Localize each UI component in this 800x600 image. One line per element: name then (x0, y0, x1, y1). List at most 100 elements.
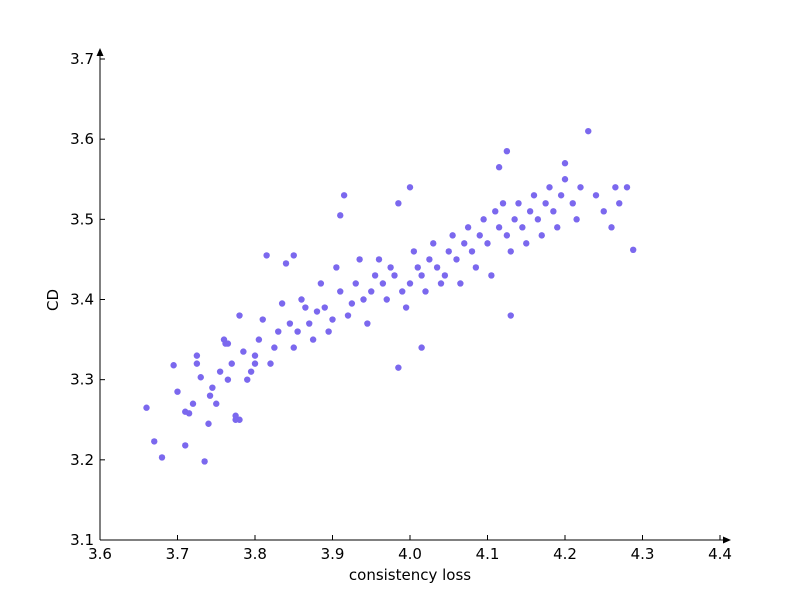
data-point (507, 248, 514, 255)
data-point (232, 416, 239, 423)
data-point (352, 280, 359, 287)
data-point (534, 216, 542, 223)
data-point (554, 224, 561, 231)
data-point (209, 384, 216, 391)
data-point (216, 368, 224, 375)
data-point (391, 272, 398, 279)
data-point (538, 232, 545, 239)
y-tick-label: 3.2 (70, 451, 94, 469)
data-point (515, 200, 522, 207)
x-tick-label: 3.6 (88, 545, 112, 563)
data-point (206, 392, 214, 399)
data-point (368, 288, 375, 295)
data-point (406, 280, 414, 287)
data-point (623, 184, 631, 191)
data-point (360, 296, 367, 303)
x-tick-label: 4.3 (631, 545, 655, 563)
x-tick-label: 3.8 (243, 545, 267, 563)
x-axis-title: consistency loss (349, 566, 471, 584)
data-point (480, 216, 487, 223)
data-point (577, 184, 584, 191)
data-point (600, 208, 607, 215)
data-point (251, 360, 259, 367)
data-point (414, 264, 421, 271)
data-point (189, 400, 197, 407)
data-point (418, 272, 425, 279)
y-ticks: 3.1 3.2 3.3 3.4 3.5 3.6 3.7 (70, 50, 105, 549)
data-point (193, 360, 201, 367)
x-tick-label: 4.4 (708, 545, 732, 563)
data-point (193, 352, 201, 359)
data-point (286, 320, 294, 327)
data-point (213, 400, 220, 407)
data-point (426, 256, 433, 263)
data-point (464, 224, 472, 231)
data-point (340, 192, 348, 199)
data-point (170, 362, 177, 369)
data-point (503, 232, 511, 239)
data-point (302, 304, 309, 311)
data-point (484, 240, 491, 247)
y-tick-label: 3.1 (70, 531, 94, 549)
data-point (499, 200, 507, 207)
data-point (271, 344, 278, 351)
data-point (259, 316, 266, 323)
data-point (329, 316, 336, 323)
y-tick-label: 3.7 (70, 50, 94, 68)
data-point (519, 224, 526, 231)
data-point (174, 388, 181, 395)
data-point (526, 208, 534, 215)
data-point (399, 288, 406, 295)
data-point (495, 164, 503, 171)
data-point (205, 420, 212, 427)
data-point (557, 192, 565, 199)
data-point (201, 458, 208, 465)
data-point (182, 442, 189, 449)
y-axis-title: CD (44, 289, 62, 311)
data-point (344, 312, 352, 319)
data-point (143, 404, 150, 411)
y-tick-label: 3.5 (70, 210, 94, 228)
data-point (585, 127, 592, 135)
data-point (151, 438, 158, 445)
x-tick-label: 4.1 (476, 545, 500, 563)
data-point (282, 260, 290, 267)
data-point (495, 224, 503, 231)
y-axis-arrow (96, 48, 104, 56)
data-point (317, 280, 325, 287)
data-point (511, 216, 518, 223)
data-point (333, 264, 340, 271)
data-point (395, 200, 402, 207)
data-point (278, 300, 286, 307)
data-point (406, 184, 414, 191)
data-point (437, 280, 445, 287)
data-point (530, 192, 538, 199)
data-point (383, 296, 390, 303)
data-point (379, 280, 387, 287)
data-point (337, 288, 344, 295)
data-point (325, 328, 332, 335)
data-point (616, 200, 623, 207)
data-point (492, 208, 499, 215)
data-point (476, 232, 483, 239)
data-point (387, 264, 394, 271)
data-point (356, 256, 363, 263)
data-point (275, 328, 282, 335)
data-point (449, 232, 456, 239)
data-point (457, 280, 464, 287)
x-tick-label: 4.2 (553, 545, 577, 563)
data-point (523, 240, 530, 247)
data-point (337, 212, 344, 219)
data-point (290, 344, 297, 351)
data-point (430, 240, 437, 247)
data-point (542, 200, 549, 207)
data-point (309, 336, 317, 343)
data-point (395, 364, 402, 371)
data-point (468, 248, 476, 255)
data-points (143, 127, 637, 465)
data-point (503, 147, 511, 155)
data-point (573, 216, 580, 223)
data-point (364, 320, 371, 327)
data-point (224, 340, 232, 347)
